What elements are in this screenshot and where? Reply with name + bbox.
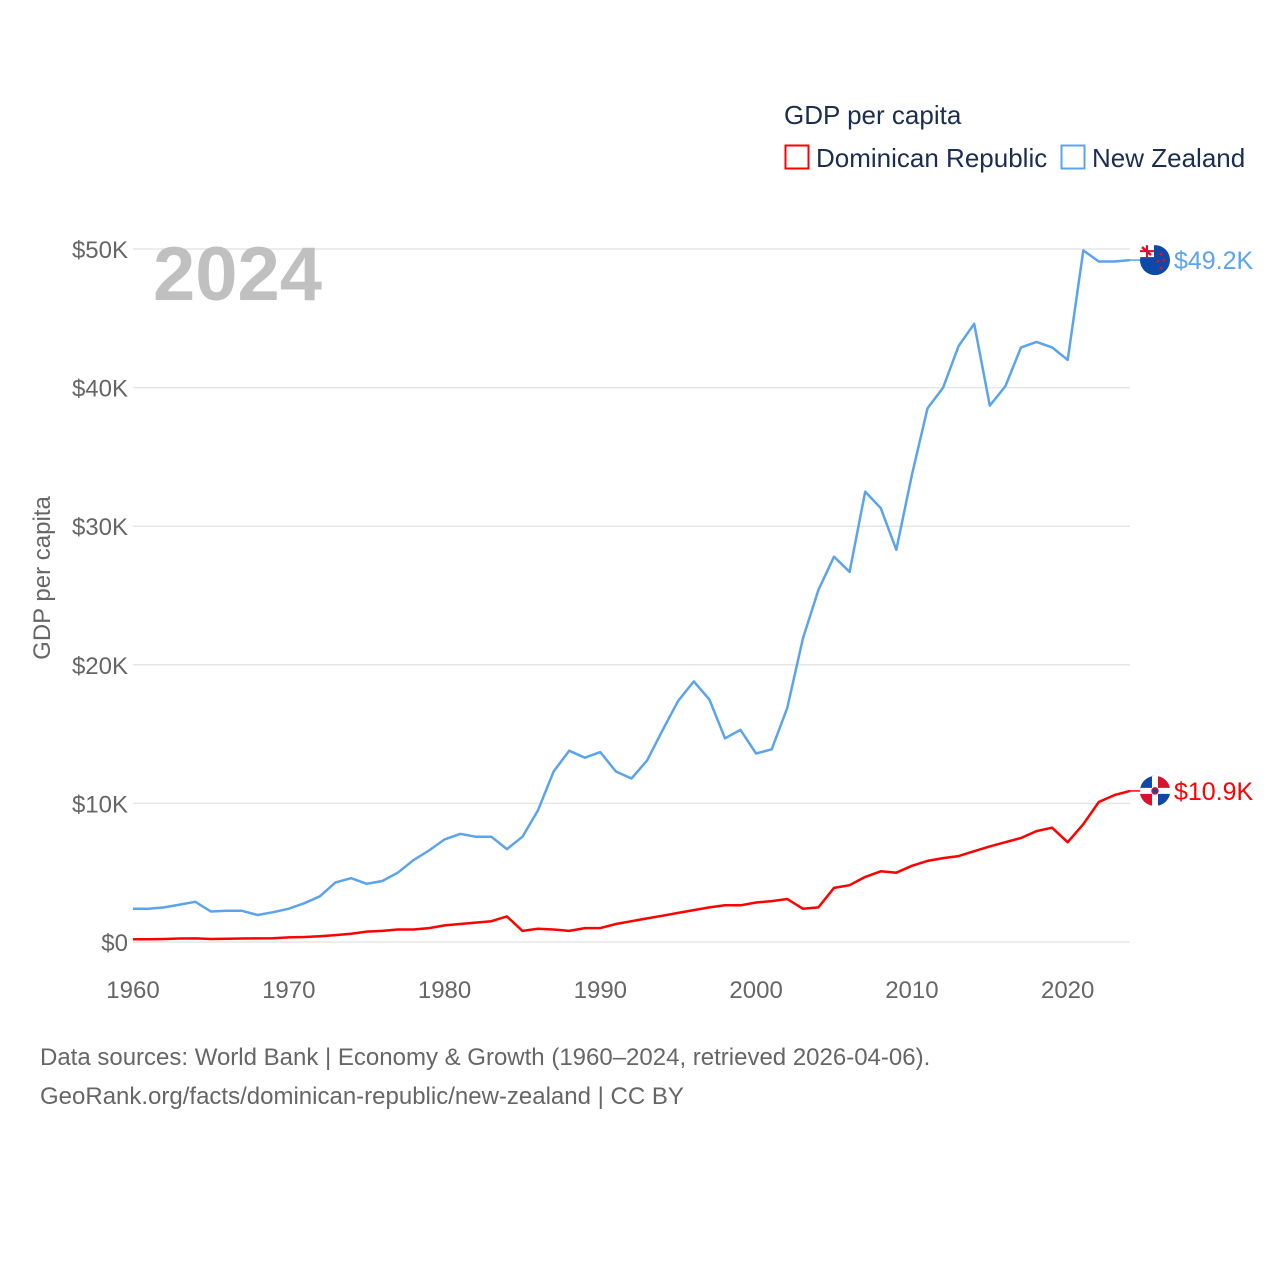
footer-attribution: GeoRank.org/facts/dominican-republic/new…	[40, 1083, 684, 1110]
series-line-dominican-republic[interactable]	[133, 789, 1131, 941]
x-tick-label: 1960	[106, 977, 159, 1004]
year-watermark: 2024	[153, 232, 322, 317]
legend-swatch-dominican-republic[interactable]	[784, 144, 810, 170]
x-tick-label: 1980	[418, 977, 471, 1004]
y-tick-label: $0	[101, 930, 128, 957]
y-tick-label: $40K	[72, 376, 128, 403]
y-axis-label: GDP per capita	[29, 496, 56, 660]
x-tick-label: 2010	[885, 977, 938, 1004]
y-tick-label: $20K	[72, 653, 128, 680]
y-tick-label: $10K	[72, 791, 128, 818]
x-tick-label: 2020	[1041, 977, 1094, 1004]
x-tick-label: 1990	[574, 977, 627, 1004]
legend-swatch-new-zealand[interactable]	[1060, 144, 1086, 170]
y-tick-label: $50K	[72, 237, 128, 264]
y-tick-label: $30K	[72, 514, 128, 541]
legend-title: GDP per capita	[784, 100, 962, 130]
legend-label-dominican-republic[interactable]: Dominican Republic	[816, 143, 1047, 173]
legend-label-new-zealand[interactable]: New Zealand	[1092, 143, 1245, 173]
footer-sources: Data sources: World Bank | Economy & Gro…	[40, 1044, 931, 1071]
series-line-new-zealand[interactable]	[133, 249, 1131, 917]
x-tick-label: 1970	[262, 977, 315, 1004]
x-tick-label: 2000	[729, 977, 782, 1004]
end-value-label: $10.9K	[1174, 778, 1254, 806]
end-value-label: $49.2K	[1174, 247, 1254, 275]
dominican-republic-flag-icon	[1140, 775, 1170, 806]
new-zealand-flag-icon	[1140, 245, 1170, 276]
